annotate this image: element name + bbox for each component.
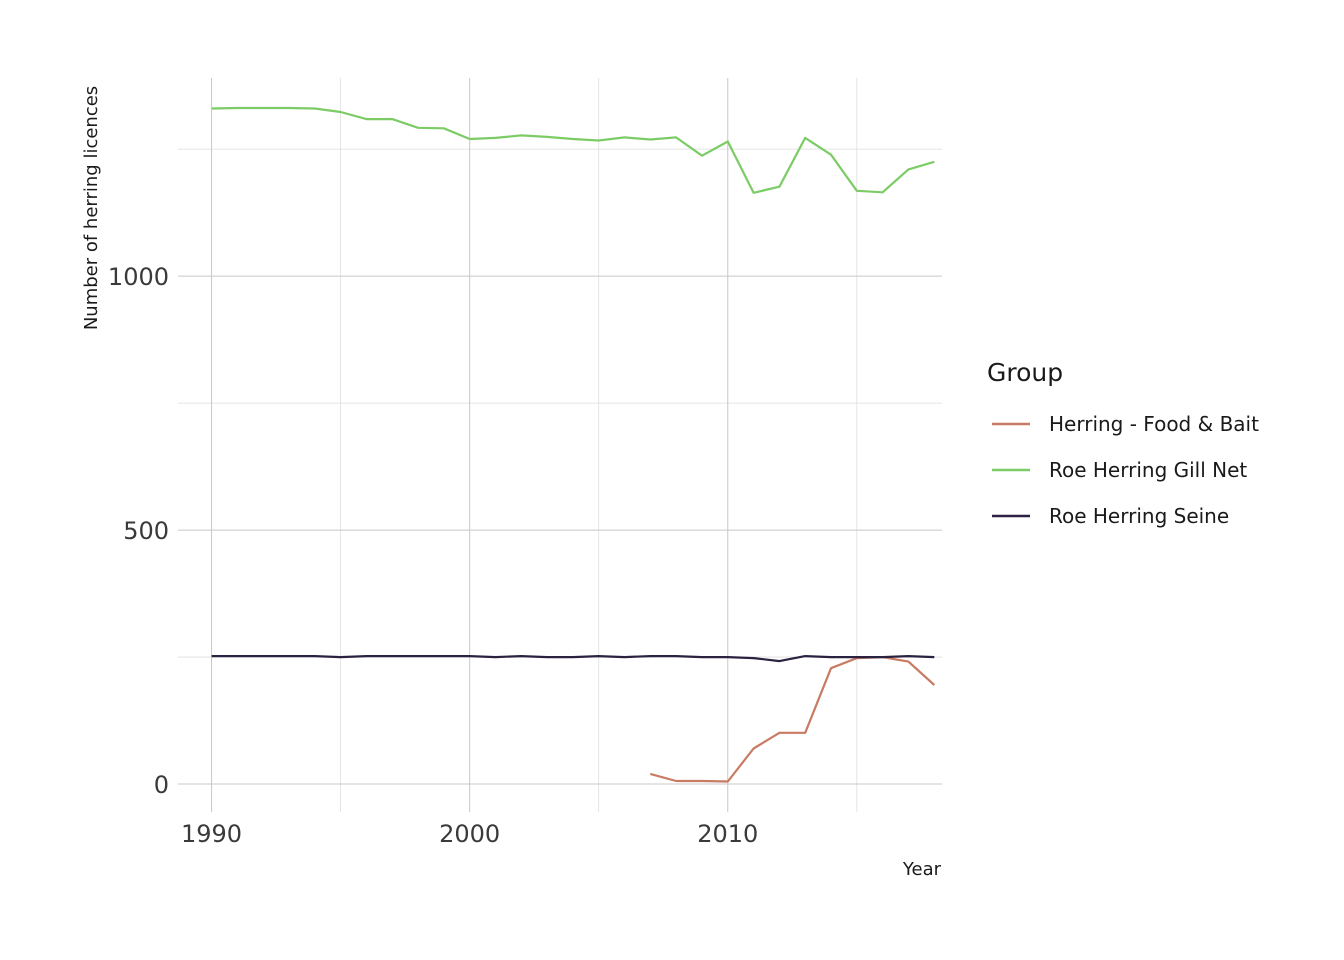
legend-label: Roe Herring Seine	[1049, 504, 1229, 528]
y-tick-label: 0	[154, 771, 169, 799]
x-axis-ticks: 1990 2000 2010	[181, 820, 758, 848]
legend-item-herring-food-bait: Herring - Food & Bait	[992, 412, 1259, 436]
x-tick-label: 2010	[697, 820, 758, 848]
series-line-roe-herring-seine	[211, 654, 935, 663]
legend-item-roe-herring-gill-net: Roe Herring Gill Net	[992, 458, 1247, 482]
y-tick-label: 500	[123, 517, 169, 545]
series-line-herring-food-bait	[650, 655, 936, 783]
x-axis-title: Year	[902, 859, 942, 880]
y-axis-ticks: 0 500 1000	[108, 263, 169, 799]
legend-title: Group	[987, 358, 1063, 387]
legend-label: Roe Herring Gill Net	[1049, 458, 1247, 482]
x-tick-label: 2000	[439, 820, 500, 848]
x-tick-label: 1990	[181, 820, 242, 848]
plot-series	[211, 106, 936, 783]
grid-lines	[178, 78, 942, 812]
y-axis-title: Number of herring licences	[81, 86, 102, 330]
series-line-roe-herring-gill-net	[211, 106, 935, 194]
y-tick-label: 1000	[108, 263, 169, 291]
legend-item-roe-herring-seine: Roe Herring Seine	[992, 504, 1229, 528]
legend: Group Herring - Food & Bait Roe Herring G…	[987, 358, 1259, 528]
legend-label: Herring - Food & Bait	[1049, 412, 1259, 436]
